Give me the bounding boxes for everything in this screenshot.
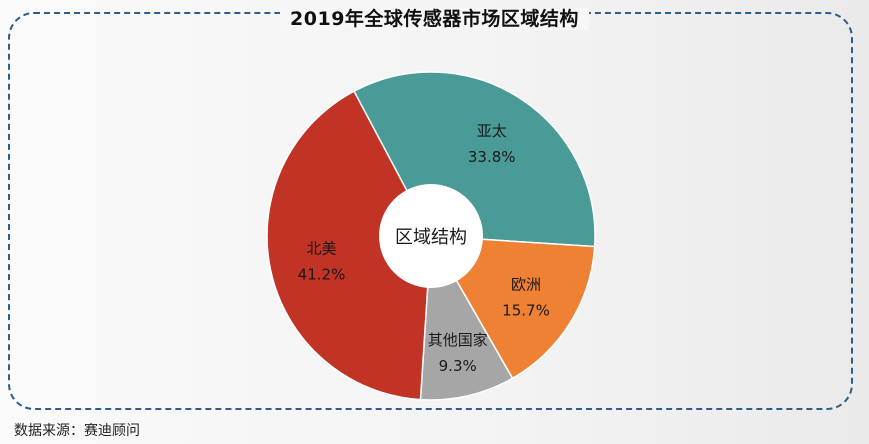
slice-label-3: 北美	[306, 240, 336, 258]
chart-title: 2019年全球传感器市场区域结构	[0, 4, 869, 31]
center-label: 区域结构	[395, 227, 467, 248]
pie-slice-1	[429, 235, 596, 380]
slice-value-label-0: 33.8%	[468, 148, 516, 166]
slice-label-2: 其他国家	[428, 331, 488, 349]
slice-label-1: 欧洲	[511, 275, 541, 293]
slice-value-label-1: 15.7%	[502, 301, 550, 319]
pie-slice-3	[266, 90, 432, 401]
data-source: 数据来源：赛迪顾问	[14, 423, 140, 439]
slice-value-label-2: 9.3%	[439, 357, 477, 375]
slice-value-label-3: 41.2%	[298, 266, 346, 284]
slice-label-0: 亚太	[477, 122, 507, 140]
donut-hole	[379, 184, 483, 288]
